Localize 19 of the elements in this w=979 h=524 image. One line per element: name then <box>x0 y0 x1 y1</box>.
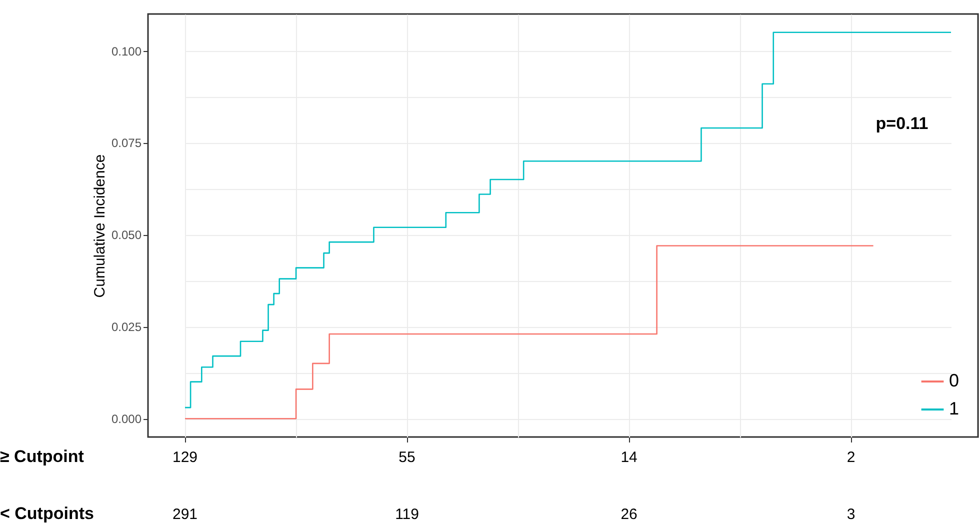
y-axis-title: Cumulative Incidence <box>91 154 108 298</box>
text: ≥ Cutpoint <box>0 447 84 466</box>
text: 129 <box>172 449 198 466</box>
text: 55 <box>398 449 416 466</box>
annotation: p=0.11 <box>876 114 928 133</box>
y-tick-label: 0.000 <box>111 412 142 426</box>
y-tick-label: 0.025 <box>111 320 142 334</box>
legend-label: 0 <box>949 370 960 390</box>
legend-label: 1 <box>949 398 960 418</box>
text: < Cutpoints <box>0 504 94 523</box>
text: 2 <box>846 449 856 466</box>
text: 119 <box>395 506 419 523</box>
text: 14 <box>620 449 638 466</box>
y-tick-label: 0.075 <box>111 136 142 150</box>
y-tick-label: 0.100 <box>111 44 142 58</box>
text: 26 <box>620 506 638 523</box>
text: 3 <box>846 506 856 523</box>
y-tick-label: 0.050 <box>111 228 142 242</box>
text: 291 <box>172 506 198 523</box>
